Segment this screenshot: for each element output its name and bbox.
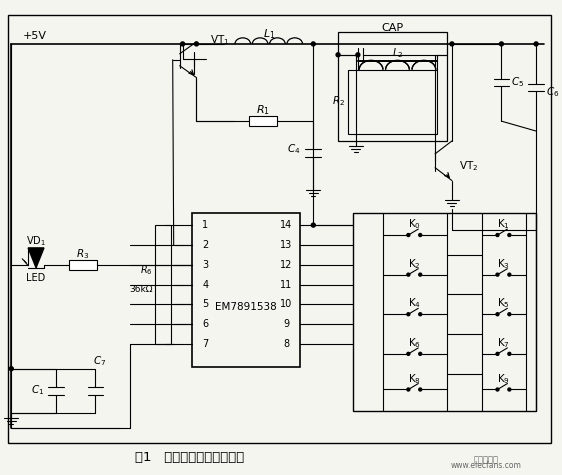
Circle shape <box>311 223 315 227</box>
Text: 11: 11 <box>280 279 293 290</box>
Circle shape <box>407 273 410 276</box>
Circle shape <box>508 234 511 237</box>
Circle shape <box>180 42 184 46</box>
Text: $C_5$: $C_5$ <box>511 76 524 89</box>
Circle shape <box>419 273 422 276</box>
Text: 4: 4 <box>202 279 209 290</box>
Text: 6: 6 <box>202 319 209 329</box>
Bar <box>351 89 361 114</box>
Text: 36kΩ: 36kΩ <box>129 285 153 294</box>
Text: K$_6$: K$_6$ <box>408 336 421 350</box>
Circle shape <box>407 388 410 391</box>
Text: 13: 13 <box>280 240 293 250</box>
Text: K$_0$: K$_0$ <box>408 217 421 231</box>
Circle shape <box>419 388 422 391</box>
Text: 电子发烧友: 电子发烧友 <box>474 456 499 464</box>
Circle shape <box>419 234 422 237</box>
Circle shape <box>500 42 504 46</box>
Text: $R_3$: $R_3$ <box>76 247 89 261</box>
Text: 12: 12 <box>280 260 293 270</box>
Polygon shape <box>28 248 44 268</box>
Circle shape <box>508 273 511 276</box>
Circle shape <box>419 352 422 355</box>
Text: K$_4$: K$_4$ <box>408 296 421 310</box>
Circle shape <box>534 42 538 46</box>
Text: $R_2$: $R_2$ <box>332 95 345 108</box>
Text: EM7891538: EM7891538 <box>215 302 277 312</box>
Text: 9: 9 <box>283 319 289 329</box>
Text: $L_2$: $L_2$ <box>392 46 404 60</box>
Circle shape <box>407 352 410 355</box>
Text: 8: 8 <box>283 339 289 349</box>
Text: VT$_1$: VT$_1$ <box>210 33 230 47</box>
Text: 2: 2 <box>202 240 209 250</box>
Bar <box>155 225 171 344</box>
Circle shape <box>496 313 499 316</box>
Bar <box>353 213 536 411</box>
Text: $C_6$: $C_6$ <box>546 86 559 99</box>
Bar <box>192 213 301 367</box>
Text: 图1   无线遥控发射器原理图: 图1 无线遥控发射器原理图 <box>135 451 244 465</box>
Text: VT$_2$: VT$_2$ <box>459 159 478 172</box>
Text: K$_7$: K$_7$ <box>497 336 510 350</box>
Text: $C_4$: $C_4$ <box>287 142 301 156</box>
Text: K$_9$: K$_9$ <box>497 372 510 386</box>
Text: K$_8$: K$_8$ <box>408 372 421 386</box>
Text: $R_6$: $R_6$ <box>140 263 153 276</box>
Bar <box>348 70 437 134</box>
Circle shape <box>356 53 360 57</box>
Text: $L_1$: $L_1$ <box>262 27 275 41</box>
Text: 3: 3 <box>202 260 209 270</box>
Text: CAP: CAP <box>382 23 404 33</box>
Text: K$_1$: K$_1$ <box>497 217 510 231</box>
Circle shape <box>496 388 499 391</box>
Text: K$_2$: K$_2$ <box>408 257 421 271</box>
Text: 14: 14 <box>280 220 293 230</box>
Circle shape <box>496 352 499 355</box>
Circle shape <box>496 273 499 276</box>
Circle shape <box>508 313 511 316</box>
Text: K$_5$: K$_5$ <box>497 296 510 310</box>
Text: +5V: +5V <box>23 31 47 41</box>
Circle shape <box>419 313 422 316</box>
Bar <box>338 32 447 141</box>
Circle shape <box>407 234 410 237</box>
Text: $C_1$: $C_1$ <box>31 384 44 398</box>
Bar <box>69 260 97 270</box>
Circle shape <box>450 42 454 46</box>
Text: 1: 1 <box>202 220 209 230</box>
Circle shape <box>508 388 511 391</box>
Text: K$_3$: K$_3$ <box>497 257 510 271</box>
Circle shape <box>508 352 511 355</box>
Text: 7: 7 <box>202 339 209 349</box>
Text: VD$_1$: VD$_1$ <box>26 234 46 248</box>
Circle shape <box>194 42 198 46</box>
Text: www.elecfans.com: www.elecfans.com <box>451 461 522 470</box>
Circle shape <box>311 42 315 46</box>
Text: 5: 5 <box>202 299 209 309</box>
Circle shape <box>10 367 13 370</box>
Bar <box>249 116 277 126</box>
Circle shape <box>407 313 410 316</box>
Text: LED: LED <box>26 273 46 283</box>
Text: $R_1$: $R_1$ <box>256 104 270 117</box>
Text: $C_7$: $C_7$ <box>93 354 106 368</box>
Circle shape <box>496 234 499 237</box>
Text: 10: 10 <box>280 299 293 309</box>
Circle shape <box>336 53 340 57</box>
